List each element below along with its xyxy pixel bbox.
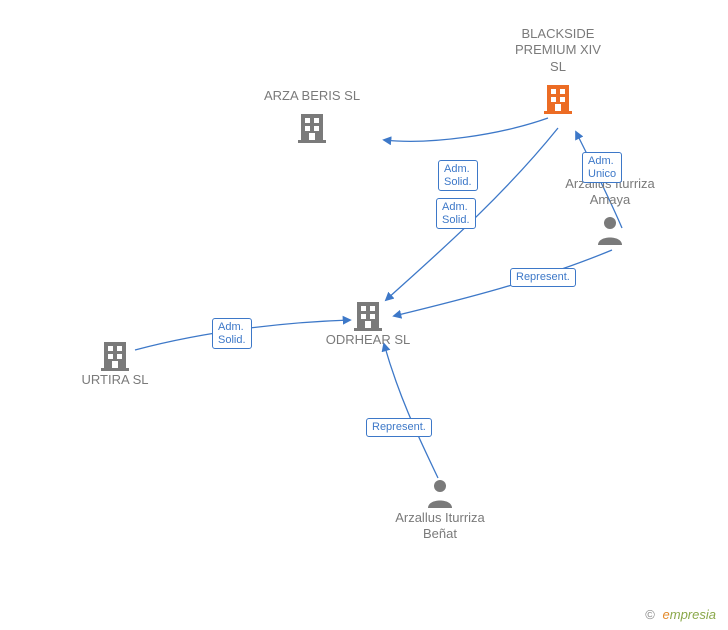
diagram-stage: BLACKSIDE PREMIUM XIV SL ARZA BERIS SL (0, 0, 728, 630)
edge-label: Represent. (366, 418, 432, 437)
edge-blackside-arza_beris (384, 118, 548, 141)
building-icon (540, 79, 576, 115)
building-icon (97, 336, 133, 372)
node-arza-beris[interactable]: ARZA BERIS SL (242, 88, 382, 144)
person-icon (423, 476, 457, 510)
edge-label: Adm.Solid. (438, 160, 478, 191)
node-blackside[interactable]: BLACKSIDE PREMIUM XIV SL (508, 26, 608, 115)
building-icon (294, 108, 330, 144)
node-benat[interactable]: Arzallus Iturriza Beñat (390, 472, 490, 543)
building-icon (350, 296, 386, 332)
edge-benat-odrhear (384, 344, 438, 478)
node-label: ARZA BERIS SL (242, 88, 382, 104)
edge-label: Adm.Solid. (436, 198, 476, 229)
credit: © empresia (645, 607, 716, 622)
edge-label: Adm.Unico (582, 152, 622, 183)
node-label: URTIRA SL (45, 372, 185, 388)
brand-rest: mpresia (670, 607, 716, 622)
edge-label: Adm.Solid. (212, 318, 252, 349)
node-amaya[interactable]: Arzallus Iturriza Amaya (560, 176, 660, 247)
node-label: Arzallus Iturriza Beñat (390, 510, 490, 543)
edge-label: Represent. (510, 268, 576, 287)
person-icon (593, 213, 627, 247)
copyright-symbol: © (645, 607, 655, 622)
brand-first-letter: e (663, 607, 670, 622)
node-label: BLACKSIDE PREMIUM XIV SL (508, 26, 608, 75)
node-urtira[interactable]: URTIRA SL (45, 332, 185, 388)
node-label: ODRHEAR SL (298, 332, 438, 348)
node-odrhear[interactable]: ODRHEAR SL (298, 292, 438, 348)
